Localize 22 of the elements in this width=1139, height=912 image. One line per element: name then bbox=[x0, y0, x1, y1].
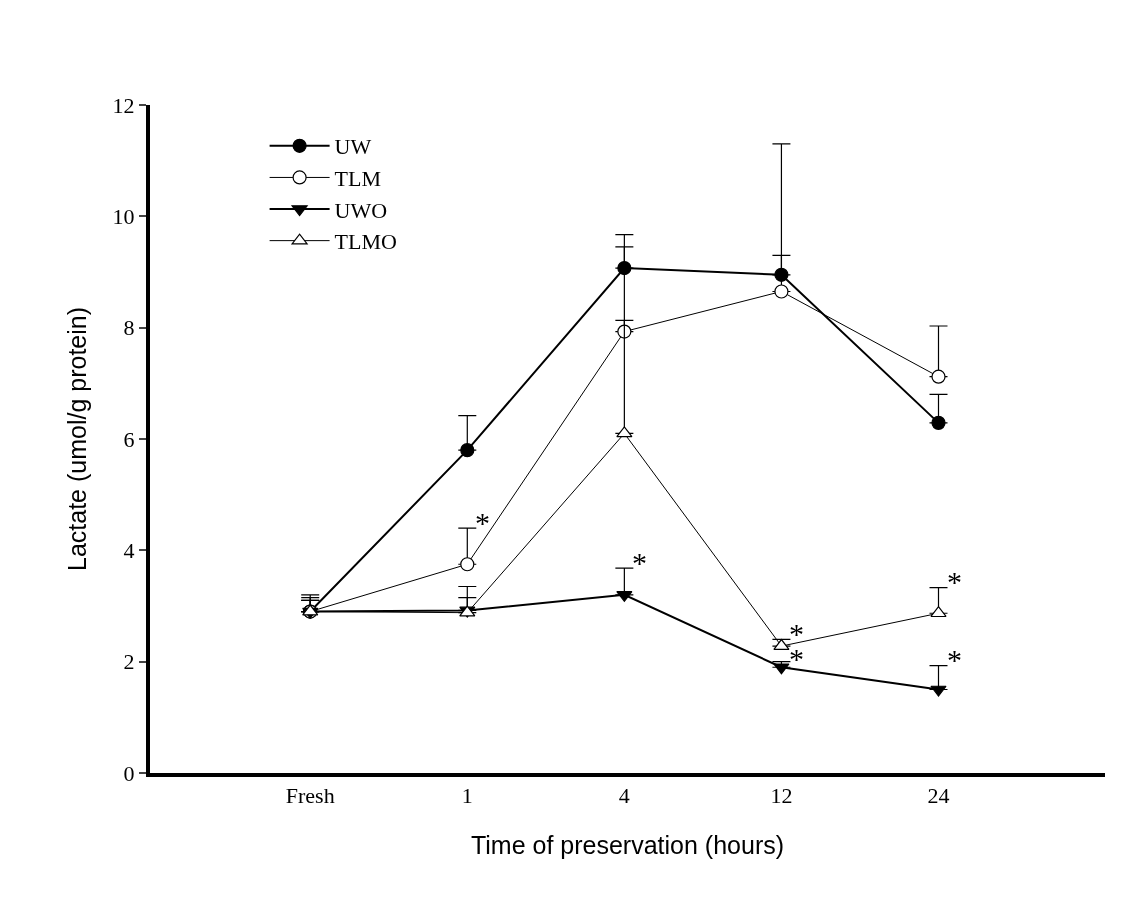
legend-label: TLM bbox=[334, 166, 382, 192]
y-tick-label: 12 bbox=[112, 92, 135, 118]
y-tick-label: 10 bbox=[112, 204, 135, 230]
x-tick-label: 12 bbox=[770, 783, 793, 809]
legend-label: UW bbox=[334, 134, 372, 160]
annotation: * bbox=[947, 643, 962, 676]
y-tick-label: 8 bbox=[123, 315, 135, 341]
x-tick-label: 24 bbox=[927, 783, 950, 809]
annotation: * bbox=[947, 565, 962, 598]
annotation: * bbox=[632, 546, 647, 579]
y-tick-label: 2 bbox=[123, 649, 135, 675]
x-tick-label: 1 bbox=[461, 783, 473, 809]
x-axis-title: Time of preservation (hours) bbox=[470, 830, 785, 859]
y-axis-title: Lactate (umol/g protein) bbox=[62, 306, 91, 572]
y-tick-label: 0 bbox=[123, 760, 135, 786]
y-tick-label: 6 bbox=[123, 426, 135, 452]
y-tick-label: 4 bbox=[123, 538, 135, 564]
x-tick-label: 4 bbox=[618, 783, 630, 809]
legend-label: UWO bbox=[334, 197, 388, 223]
annotation: * bbox=[475, 506, 490, 539]
x-tick-label: Fresh bbox=[285, 783, 335, 809]
legend-label: TLMO bbox=[334, 229, 397, 255]
